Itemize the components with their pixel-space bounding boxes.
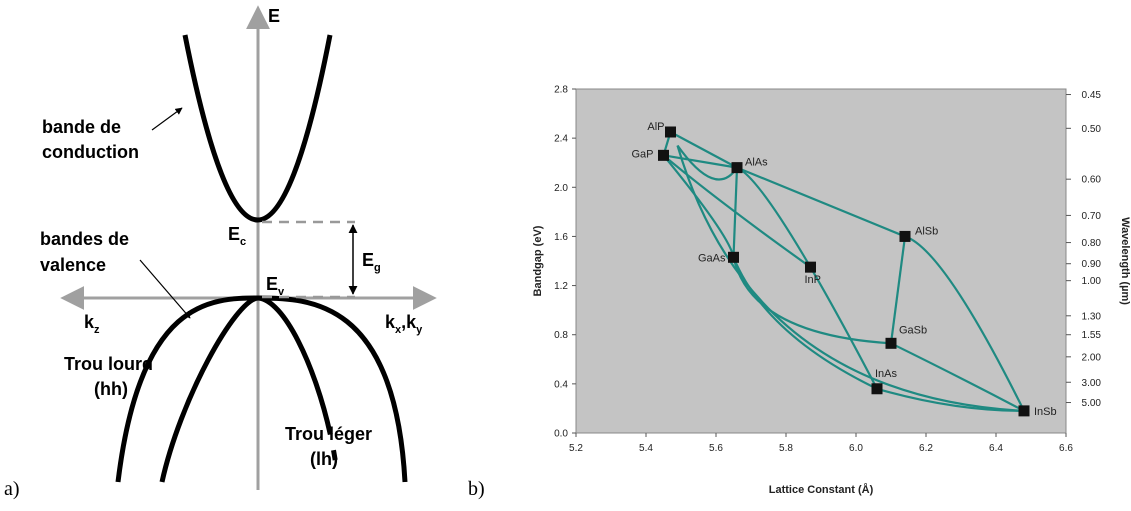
alloy-curve-5 <box>889 236 907 344</box>
wavelength-tick-label-8: 1.55 <box>1082 330 1102 341</box>
x-tick-label-4: 6.0 <box>849 443 863 454</box>
y-tick-label-2: 0.8 <box>554 330 568 341</box>
x-tick-label-1: 5.4 <box>639 443 653 454</box>
x-axis-title: Lattice Constant (Å) <box>769 483 874 496</box>
wavelength-tick-label-0: 0.45 <box>1082 90 1102 101</box>
heavy-hole-band-curve <box>115 295 408 483</box>
wavelength-axis-ticks: 0.45 0.50 0.60 0.70 0.80 0.90 1.00 1.30 1.55 2.00… <box>1066 90 1101 409</box>
point-gaas <box>728 251 739 263</box>
valence-band-label-line1: bandes de <box>40 229 129 249</box>
y-tick-label-1: 0.4 <box>554 379 568 390</box>
wavelength-tick-label-9: 2.00 <box>1082 352 1102 363</box>
y-tick-label-4: 1.6 <box>554 232 568 243</box>
compound-points: AlP GaP AlAs AlSb GaAs InP GaSb InAs InSb <box>631 121 1056 418</box>
wavelength-tick-label-6: 1.00 <box>1082 276 1102 287</box>
x-tick-label-6: 6.4 <box>989 443 1003 454</box>
x-axis-ticks: 5.2 5.4 5.6 5.8 6.0 6.2 6.4 6.6 <box>569 433 1073 454</box>
kz-label: kz <box>84 312 100 336</box>
alloy-curve-11 <box>732 256 878 390</box>
heavy-hole-label-line2: (hh) <box>94 379 128 399</box>
ec-label: Ec <box>228 224 246 248</box>
point-label-alp: AlP <box>647 121 664 133</box>
light-hole-band-curve-right <box>257 295 341 483</box>
wavelength-tick-label-10: 3.00 <box>1082 378 1102 389</box>
y-axis-title: Bandgap (eV) <box>532 225 544 296</box>
point-label-gaas: GaAs <box>698 252 726 264</box>
point-alas <box>731 162 743 174</box>
plot-area <box>575 88 1067 434</box>
y-tick-label-3: 1.2 <box>554 281 568 292</box>
light-hole-label-line1: Trou léger <box>285 424 372 444</box>
x-tick-label-5: 6.2 <box>919 443 933 454</box>
wavelength-tick-label-11: 5.00 <box>1082 398 1102 409</box>
alloy-curve-12 <box>676 145 1025 412</box>
x-tick-label-3: 5.8 <box>779 443 793 454</box>
alloy-curve-6 <box>904 235 1025 412</box>
point-label-insb: InSb <box>1034 406 1057 418</box>
y-tick-label-5: 2.0 <box>554 183 568 194</box>
alloy-curve-2 <box>663 154 738 169</box>
conduction-band-label-line2: conduction <box>42 142 139 162</box>
wavelength-tick-label-4: 0.80 <box>1082 238 1102 249</box>
wavelength-tick-label-1: 0.50 <box>1082 124 1102 135</box>
band-diagram-svg: E bande de conduction bandes de valence … <box>40 5 437 490</box>
point-label-inp: InP <box>805 274 822 286</box>
wavelength-tick-label-5: 0.90 <box>1082 259 1102 270</box>
band-diagram-figure: E bande de conduction bandes de valence … <box>0 0 560 506</box>
alloy-curve-0 <box>669 131 738 169</box>
bandgap-chart-figure: AlP GaP AlAs AlSb GaAs InP GaSb InAs InSb 5.2 5.4… <box>460 0 1131 506</box>
y-axis-ticks: 0.0 0.4 0.8 1.2 1.6 2.0 2.4 2.8 <box>554 85 576 440</box>
point-alsb <box>899 230 911 242</box>
alloy-curve-14 <box>890 342 1025 412</box>
y-tick-label-6: 2.4 <box>554 134 568 145</box>
conduction-pointer-arrow <box>151 107 183 131</box>
valence-pointer-arrow <box>139 259 191 319</box>
wavelength-tick-label-2: 0.60 <box>1082 175 1102 186</box>
light-hole-band-curve-left <box>159 295 259 483</box>
panel-b-label: b) <box>468 478 485 500</box>
point-insb <box>1018 405 1030 417</box>
wavelength-tick-label-3: 0.70 <box>1082 211 1102 222</box>
point-label-alas: AlAs <box>745 157 768 169</box>
point-gap <box>658 149 669 161</box>
point-inas <box>871 383 883 395</box>
ev-label: Ev <box>266 274 285 298</box>
point-gasb <box>885 337 897 349</box>
panel-a-label: a) <box>4 478 20 500</box>
point-alp <box>665 126 676 138</box>
alloy-curve-13 <box>876 387 1025 412</box>
x-tick-label-7: 6.6 <box>1059 443 1073 454</box>
heavy-hole-label-line1: Trou lourd <box>64 354 153 374</box>
bandgap-chart-svg: AlP GaP AlAs AlSb GaAs InP GaSb InAs InSb 5.2 5.4… <box>532 85 1131 497</box>
x-tick-label-2: 5.6 <box>709 443 723 454</box>
y-tick-label-0: 0.0 <box>554 429 568 440</box>
alloy-curve-15 <box>676 144 738 181</box>
valence-band-label-line2: valence <box>40 255 106 275</box>
wavelength-axis-title: Wavelength (µm) <box>1119 217 1131 305</box>
point-label-gap: GaP <box>631 148 653 160</box>
alloy-curve-3 <box>736 166 906 238</box>
alloy-curve-8 <box>662 154 812 269</box>
eg-label: Eg <box>362 250 381 274</box>
point-label-gasb: GaSb <box>899 324 927 336</box>
conduction-band-curve <box>182 34 333 223</box>
wavelength-tick-label-7: 1.30 <box>1082 311 1102 322</box>
kxky-label: kx,ky <box>385 312 423 336</box>
point-label-alsb: AlSb <box>915 225 938 237</box>
light-hole-label-line2: (lh) <box>310 449 338 469</box>
y-tick-label-7: 2.8 <box>554 85 568 96</box>
alloy-curves <box>662 131 1025 412</box>
point-label-inas: InAs <box>875 368 898 380</box>
conduction-band-label-line1: bande de <box>42 117 121 137</box>
x-tick-label-0: 5.2 <box>569 443 583 454</box>
point-inp <box>805 261 816 273</box>
energy-axis-label: E <box>268 6 280 26</box>
